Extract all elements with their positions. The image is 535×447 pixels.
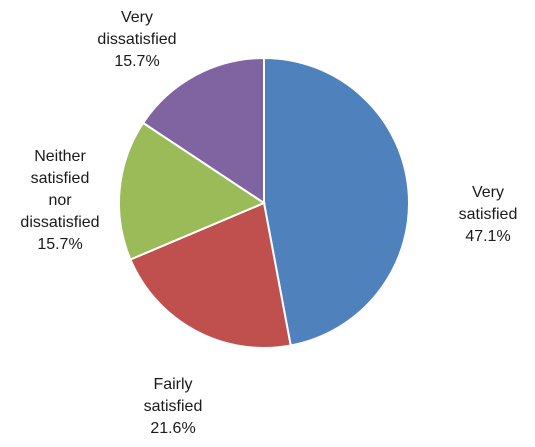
pie-slice-fairly-satisfied: [129, 201, 292, 349]
slice-label-line: satisfied: [31, 170, 90, 187]
slice-label-neither-satisfied-nor-dissatisfied: Neither satisfied nor dissatisfied 15.7%: [20, 148, 99, 253]
slice-label-very-satisfied: Very satisfied 47.1%: [459, 184, 518, 245]
pie-slice-very-dissatisfied: [141, 56, 265, 205]
slice-value-label: 47.1%: [465, 228, 510, 245]
pie-slice-very-satisfied: [263, 56, 410, 347]
slice-value-label: 21.6%: [150, 420, 195, 437]
slice-label-very-dissatisfied: Very dissatisfied 15.7%: [97, 9, 176, 70]
slice-label-line: Neither: [34, 148, 86, 165]
slice-label-line: dissatisfied: [97, 31, 176, 48]
slice-label-line: dissatisfied: [20, 214, 99, 231]
slice-label-line: Very: [472, 184, 504, 201]
slices-layer: [117, 56, 410, 349]
slice-label-line: satisfied: [144, 398, 203, 415]
slice-label-line: Fairly: [153, 376, 192, 393]
slice-label-line: Very: [121, 9, 153, 26]
slice-value-label: 15.7%: [114, 53, 159, 70]
slice-label-fairly-satisfied: Fairly satisfied 21.6%: [144, 376, 203, 437]
slice-label-line: satisfied: [459, 206, 518, 223]
labels-layer: Very satisfied 47.1% Fairly satisfied 21.6% Ne…: [20, 9, 517, 437]
pie-slice-neither-satisfied-nor-dissatisfied: [117, 121, 267, 261]
slice-value-label: 15.7%: [37, 236, 82, 253]
slice-label-line: nor: [48, 192, 72, 209]
